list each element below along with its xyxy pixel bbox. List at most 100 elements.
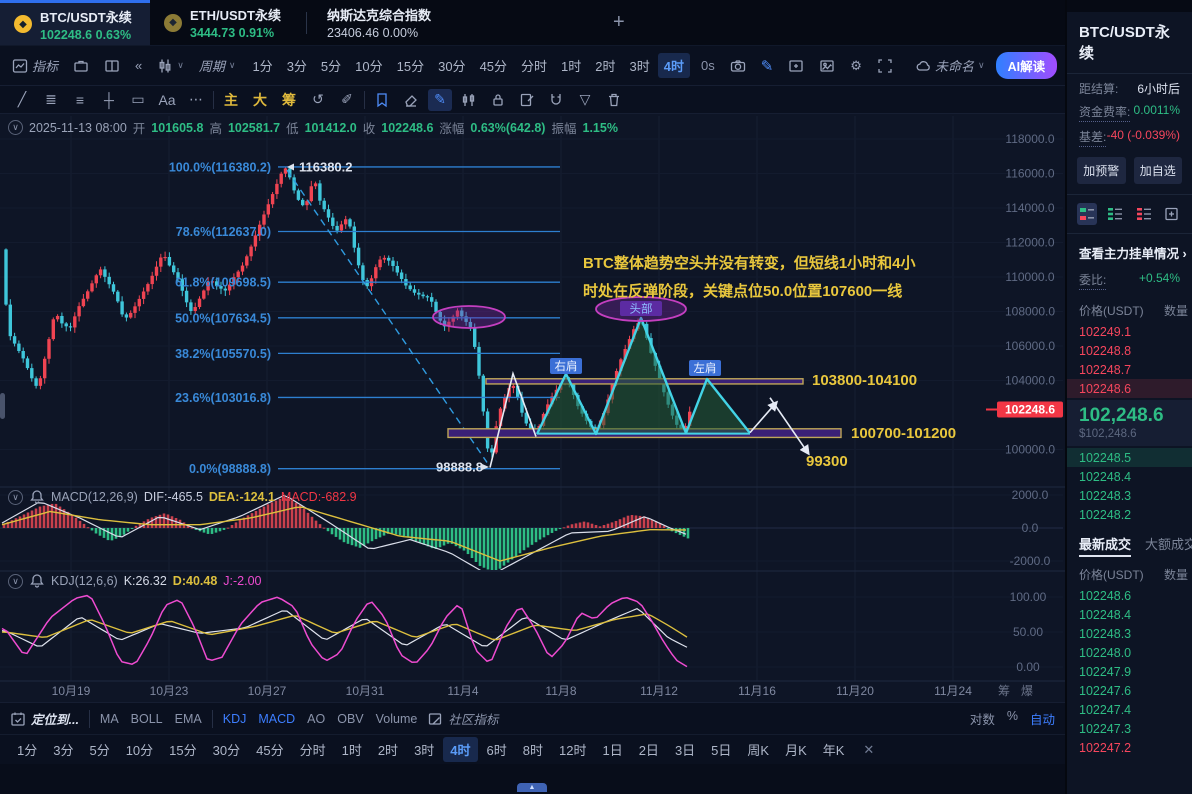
filter-tool[interactable]: ▽ — [579, 91, 591, 107]
main-chart-toggle[interactable]: 主 — [224, 91, 238, 108]
sub-indicator-button[interactable]: AO — [307, 711, 326, 726]
timeframe-button[interactable]: 30分 — [212, 743, 241, 758]
refresh-tool[interactable]: ↺ — [312, 91, 324, 107]
axis-chip-1[interactable]: 爆 — [1021, 684, 1033, 698]
freehand-tool-active[interactable]: ✎ — [428, 88, 452, 111]
timeframe-button[interactable]: 分时 — [521, 59, 548, 74]
tab-ethusdt[interactable]: ◆ ETH/USDT永续 3444.73 0.91% — [150, 0, 300, 45]
tab-large-trades[interactable]: 大额成交 — [1145, 537, 1192, 552]
alert-bell-icon[interactable] — [29, 489, 45, 505]
book-view-combined-button[interactable] — [1077, 203, 1098, 225]
locate-button[interactable]: 定位到... — [10, 709, 79, 728]
tab-nasdaq[interactable]: 纳斯达克综合指数 23406.46 0.00% — [313, 0, 463, 45]
new-pane-button[interactable] — [784, 55, 808, 77]
notes-tool[interactable] — [515, 89, 539, 111]
workspace-dropdown[interactable]: 未命名 ∨ — [911, 53, 989, 78]
cross-line-tool[interactable]: ┼ — [104, 91, 114, 108]
main-orders-link[interactable]: 查看主力挂单情况 › — [1067, 237, 1192, 268]
timeframe-button[interactable]: 2时 — [377, 743, 399, 758]
bid-row[interactable]: 102248.4 — [1079, 469, 1132, 484]
settings-button[interactable]: ⚙ — [846, 55, 866, 77]
timeframe-button[interactable]: 4时 — [443, 737, 478, 762]
ask-row[interactable]: 102248.7 — [1079, 362, 1132, 377]
trend-line-tool[interactable]: ╱ — [17, 91, 27, 107]
more-tools-button[interactable]: ⋯ — [189, 91, 203, 107]
chips-toggle[interactable]: 筹 — [282, 91, 296, 108]
add-tab-button[interactable]: + — [613, 11, 625, 33]
alert-bell-icon[interactable] — [29, 573, 45, 589]
scale-option-button[interactable]: 对数 — [969, 713, 995, 727]
sub-indicator-button[interactable]: MACD — [258, 711, 296, 726]
panel-expand-handle[interactable]: ▲ — [517, 783, 547, 792]
overlay-indicator-button[interactable]: EMA — [174, 711, 202, 726]
timeframe-button[interactable]: 5分 — [89, 743, 110, 758]
timeframe-button[interactable]: 3时 — [629, 59, 650, 74]
sub-indicator-button[interactable]: KDJ — [222, 711, 247, 726]
compare-button[interactable] — [69, 55, 93, 77]
add-favorite-button[interactable]: 加自选 — [1133, 157, 1182, 184]
timeframe-button[interactable]: 45分 — [479, 59, 508, 74]
book-view-asks-button[interactable] — [1134, 203, 1154, 225]
text-tool[interactable]: Aa — [158, 91, 176, 108]
timeframe-button[interactable]: 6时 — [486, 743, 507, 758]
delete-drawings-tool[interactable] — [602, 89, 626, 111]
timeframe-button[interactable]: 3时 — [414, 743, 435, 758]
screenshot-button[interactable] — [726, 55, 750, 77]
timeframe-button[interactable]: 1分 — [252, 59, 273, 74]
timeframe-button[interactable]: 3日 — [674, 743, 696, 758]
timeframe-button[interactable]: 15分 — [169, 743, 197, 758]
tab-btcusdt[interactable]: ◆ BTC/USDT永续 102248.6 0.63% — [0, 0, 150, 45]
timeframe-button[interactable]: 1时 — [561, 59, 582, 74]
sub-indicator-button[interactable]: Volume — [375, 711, 418, 726]
book-view-custom-button[interactable] — [1162, 203, 1182, 225]
parallel-lines-tool[interactable]: ≡ — [75, 91, 85, 108]
fullscreen-button[interactable] — [873, 55, 897, 77]
timeframe-button[interactable]: 8时 — [522, 743, 543, 758]
replay-button[interactable]: « — [131, 55, 146, 76]
rectangle-tool[interactable]: ▭ — [131, 91, 145, 107]
lock-tool[interactable] — [486, 89, 510, 111]
layout-button[interactable] — [100, 55, 124, 77]
timeframe-button[interactable]: 10分 — [355, 59, 383, 74]
period-dropdown[interactable]: 周期 ∨ — [195, 53, 240, 78]
chart-area[interactable]: 100.0%(116380.2) 78.6%(112637.0) 61.8%(109… — [0, 114, 1065, 702]
ask-row[interactable]: 102248.8 — [1079, 343, 1132, 358]
bid-row[interactable]: 102248.2 — [1079, 507, 1132, 522]
axis-chip-0[interactable]: 筹 — [998, 684, 1010, 698]
left-scrollbar-thumb[interactable] — [0, 393, 5, 419]
book-view-bids-button[interactable] — [1105, 203, 1125, 225]
timeframe-button[interactable]: 分时 — [299, 743, 326, 758]
timeframe-button[interactable]: 15分 — [396, 59, 425, 74]
overlay-indicator-button[interactable]: BOLL — [130, 711, 163, 726]
image-export-button[interactable] — [815, 55, 839, 77]
scale-option-button[interactable]: % — [1006, 709, 1018, 723]
fib-retracement-tool[interactable]: ≣ — [45, 91, 57, 107]
timeframe-button[interactable]: 10分 — [125, 743, 154, 758]
tab-latest-trades[interactable]: 最新成交 — [1079, 534, 1132, 557]
timeframe-button[interactable]: 12时 — [559, 743, 587, 758]
ai-analysis-button[interactable]: AI解读 — [995, 52, 1058, 79]
pattern-tool[interactable] — [457, 89, 481, 111]
timeframe-button[interactable]: 45分 — [256, 743, 284, 758]
timeframe-button[interactable]: 2时 — [595, 59, 616, 74]
timeframe-button[interactable]: 1日 — [602, 743, 623, 758]
timeframe-button[interactable]: 5分 — [320, 59, 342, 74]
eraser-tool[interactable] — [399, 89, 423, 111]
community-indicator-button[interactable]: 社区指标 — [427, 709, 498, 728]
timeframe-button[interactable]: 2日 — [638, 743, 659, 758]
timeframe-button[interactable]: 1时 — [341, 743, 362, 758]
timeframe-button[interactable]: 3分 — [286, 59, 307, 74]
add-alert-button[interactable]: 加预警 — [1077, 157, 1126, 184]
price-chart-canvas[interactable]: 100.0%(116380.2) 78.6%(112637.0) 61.8%(109… — [0, 114, 1065, 702]
draw-mode-toggle[interactable]: ✎ — [757, 54, 778, 78]
large-view-toggle[interactable]: 大 — [253, 91, 267, 108]
magnet-tool[interactable] — [544, 89, 568, 111]
timeframe-button[interactable]: 30分 — [438, 59, 466, 74]
bookmark-tool[interactable] — [370, 89, 394, 111]
brush-tool[interactable]: ✐ — [341, 91, 353, 107]
indicator-button[interactable]: 指标 — [8, 53, 62, 78]
sub-indicator-button[interactable]: OBV — [337, 711, 364, 726]
collapse-chevron-icon[interactable]: ∨ — [8, 489, 23, 505]
timeframe-button[interactable]: 4时 — [657, 53, 690, 78]
ask-row[interactable]: 102248.6 — [1067, 379, 1192, 398]
